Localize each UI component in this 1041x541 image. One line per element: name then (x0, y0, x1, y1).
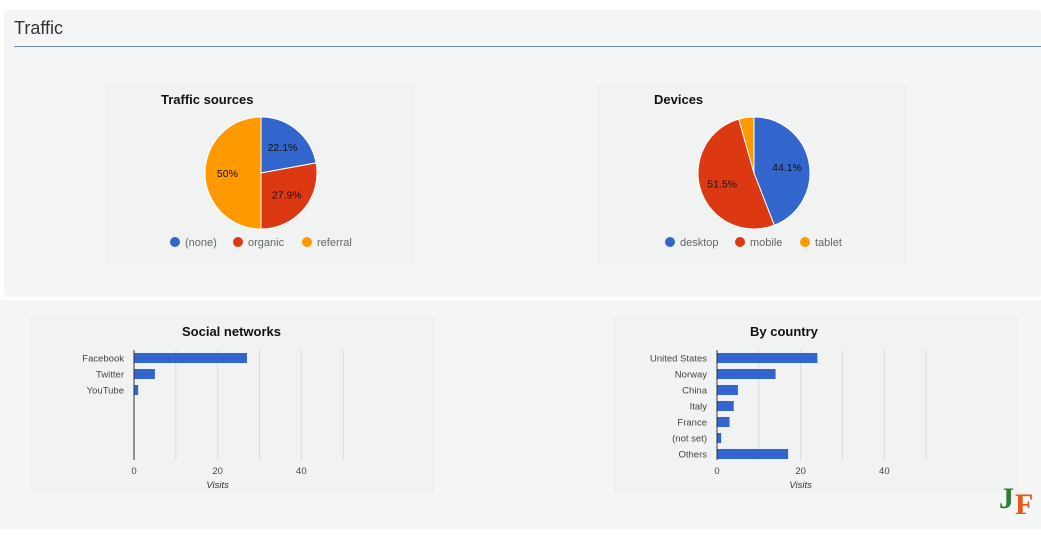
category-label-united-states: United States (650, 354, 707, 365)
bar-others[interactable] (717, 449, 789, 459)
x-tick-label: 40 (879, 466, 890, 477)
legend-label: referral (317, 237, 352, 249)
chart-title: Traffic sources (161, 92, 254, 107)
by-country-svg: By country United States Norway China Italy F… (650, 324, 927, 491)
legend-marker (800, 237, 810, 247)
category-label-others: Others (678, 450, 707, 461)
pie-slice-mobile[interactable] (697, 118, 775, 230)
by-country-chart: By country United States Norway China Italy F… (613, 316, 1018, 494)
devices-chart: Devices 44.1% 51.5% desktop mobile tablet (597, 84, 907, 264)
legend-label: tablet (815, 237, 842, 249)
legend-item-tablet[interactable]: tablet (800, 237, 842, 249)
bar-twitter[interactable] (134, 369, 155, 379)
bar-italy[interactable] (717, 401, 734, 411)
category-label-youtube: YouTube (87, 386, 124, 397)
category-label-china: China (682, 386, 708, 397)
x-tick-label: 20 (212, 466, 223, 477)
legend-item-organic[interactable]: organic (233, 237, 285, 249)
title-divider (14, 46, 1041, 47)
legend-item-mobile[interactable]: mobile (735, 237, 782, 249)
pie-slice-referral[interactable] (204, 116, 262, 230)
category-label-norway: Norway (675, 370, 707, 381)
legend-label: (none) (185, 237, 217, 249)
traffic-sources-svg: Traffic sources 22.1% 27.9% 50% (none) organi… (161, 92, 352, 249)
chart-title: Social networks (182, 324, 281, 339)
legend-marker (170, 237, 180, 247)
x-tick-label: 0 (714, 466, 719, 477)
x-axis-title: Visits (206, 480, 229, 491)
category-label-italy: Italy (690, 402, 708, 413)
category-label-not-set: (not set) (672, 434, 707, 445)
x-tick-label: 0 (131, 466, 136, 477)
category-label-facebook: Facebook (82, 354, 124, 365)
slice-label-organic: 27.9% (272, 189, 302, 201)
pie-slice-organic[interactable] (260, 162, 318, 230)
bar-france[interactable] (717, 417, 730, 427)
legend-marker (233, 237, 243, 247)
legend-label: organic (248, 237, 285, 249)
slice-label-none: 22.1% (268, 142, 298, 154)
social-networks-svg: Social networks Facebook Twitter YouTube 0 20… (82, 324, 344, 491)
slice-label-desktop: 44.1% (772, 162, 802, 174)
bar-facebook[interactable] (134, 353, 247, 363)
legend-item-referral[interactable]: referral (302, 237, 352, 249)
slice-label-referral: 50% (217, 168, 238, 180)
traffic-sources-chart: Traffic sources 22.1% 27.9% 50% (none) organi… (105, 84, 415, 264)
social-networks-chart: Social networks Facebook Twitter YouTube 0 20… (30, 316, 435, 494)
legend-label: desktop (680, 237, 719, 249)
bar-norway[interactable] (717, 369, 776, 379)
bar-united-states[interactable] (717, 353, 818, 363)
legend-marker (302, 237, 312, 247)
legend-item-none[interactable]: (none) (170, 237, 217, 249)
chart-title: By country (750, 324, 819, 339)
bar-china[interactable] (717, 385, 738, 395)
devices-svg: Devices 44.1% 51.5% desktop mobile tablet (654, 92, 842, 249)
page-title: Traffic (14, 18, 64, 38)
pie-slice-desktop[interactable] (753, 116, 811, 226)
jf-logo: J F (998, 478, 1040, 521)
bar-youtube[interactable] (134, 385, 139, 395)
legend-item-desktop[interactable]: desktop (665, 237, 719, 249)
slice-label-mobile: 51.5% (707, 179, 737, 191)
pie-slice-none[interactable] (260, 116, 317, 174)
legend-label: mobile (750, 237, 782, 249)
pie-slice-tablet[interactable] (738, 116, 755, 174)
svg-text:J: J (999, 482, 1014, 515)
category-label-france: France (677, 418, 707, 429)
category-label-twitter: Twitter (96, 370, 124, 381)
bar-not-set[interactable] (717, 433, 722, 443)
x-tick-label: 20 (795, 466, 806, 477)
legend-marker (665, 237, 675, 247)
x-axis-title: Visits (789, 480, 812, 491)
svg-text:F: F (1015, 488, 1033, 516)
chart-title: Devices (654, 92, 703, 107)
legend-marker (735, 237, 745, 247)
x-tick-label: 40 (296, 466, 307, 477)
